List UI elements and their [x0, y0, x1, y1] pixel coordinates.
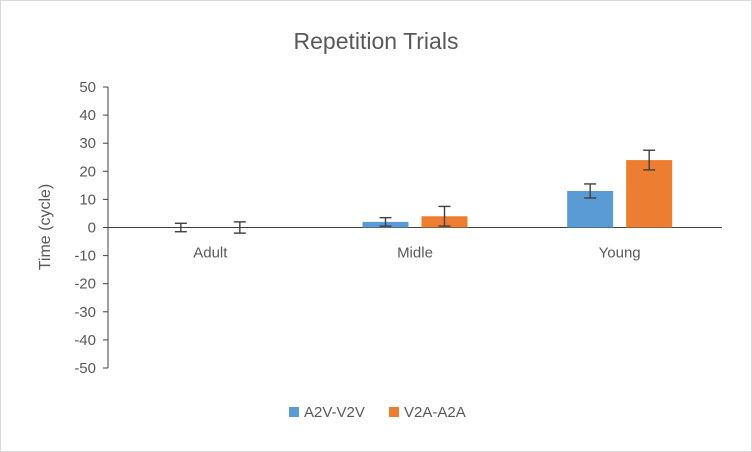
y-tick-label: 20: [79, 163, 96, 180]
error-bars-group: [174, 149, 656, 234]
y-tick-label: -30: [74, 304, 96, 321]
x-axis-labels: Adult Midle Young: [193, 245, 640, 262]
legend-swatch: [389, 407, 399, 417]
y-tick-label: -10: [74, 248, 96, 265]
y-tick-label: -50: [74, 360, 96, 377]
y-tick-label: -20: [74, 276, 96, 293]
y-tick-label: 0: [88, 220, 96, 237]
y-tick-label: 10: [79, 191, 96, 208]
chart-title: Repetition Trials: [294, 28, 459, 54]
x-tick-label: Midle: [397, 245, 433, 262]
legend-label: V2A-A2A: [404, 404, 466, 421]
y-tick-label: 50: [79, 79, 96, 96]
y-axis-title: Time (cycle): [37, 184, 54, 271]
x-tick-label: Adult: [193, 245, 228, 262]
bar-v2a-a2a-young: [626, 160, 673, 228]
legend-label: A2V-V2V: [304, 404, 365, 421]
x-tick-label: Young: [599, 245, 641, 262]
y-tick-label: 40: [79, 107, 96, 124]
bars-group: [362, 160, 673, 228]
y-axis: 50 40 30 20 10 0 -10 -20 -30 -40 -50: [74, 79, 722, 377]
legend-swatch: [289, 407, 299, 417]
y-tick-label: -40: [74, 332, 96, 349]
y-tick-label: 30: [79, 135, 96, 152]
legend: A2V-V2V V2A-A2A: [289, 404, 466, 421]
